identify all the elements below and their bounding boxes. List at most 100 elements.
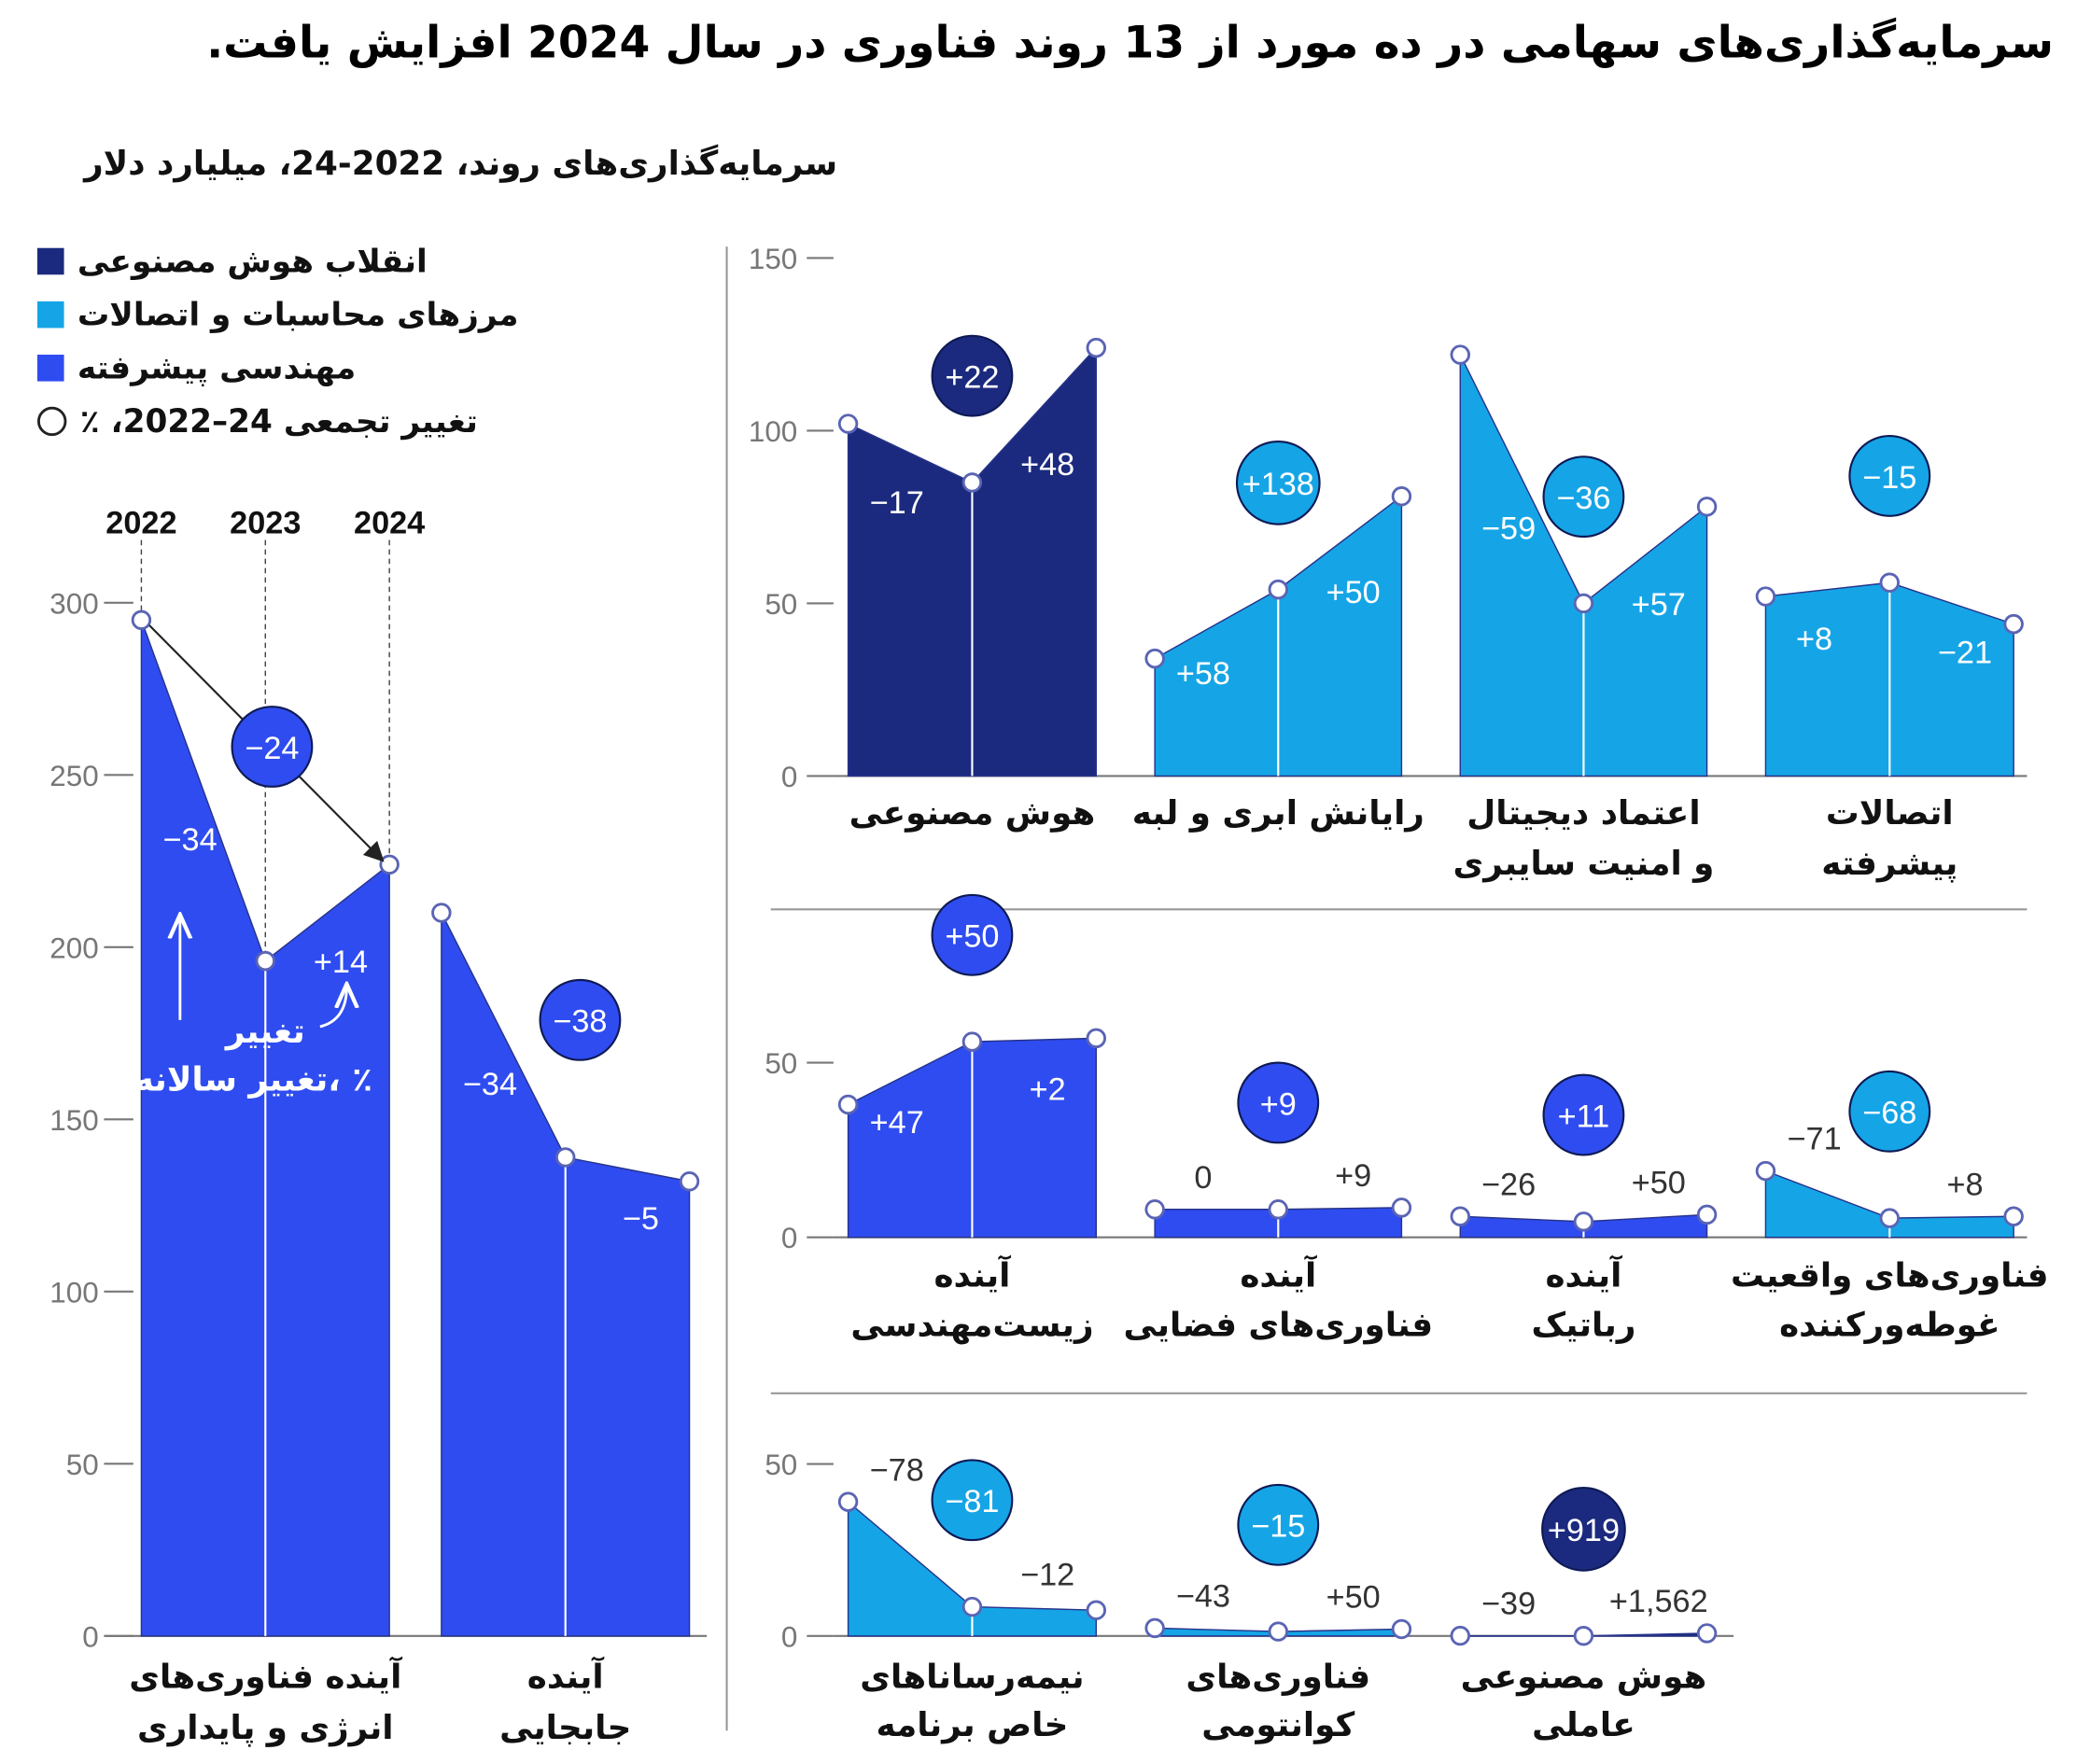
annual-change-label: +8 — [1796, 622, 1832, 657]
cumulative-change-label: −81 — [945, 1484, 999, 1519]
legend-label: مهندسی پیشرفته — [77, 349, 357, 387]
annual-change-label: −59 — [1481, 511, 1536, 547]
legend-item-cumulative: تغییر تجمعی 24–2022، ٪ — [36, 395, 518, 448]
legend-label: تغییر تجمعی 24–2022، ٪ — [79, 402, 478, 441]
category-label: انرژی و پایداری — [137, 1709, 394, 1747]
cumulative-change-label: +9 — [1260, 1086, 1297, 1122]
annual-change-label: −17 — [870, 485, 924, 521]
chart-subtitle: سرمایه‌گذاری‌های روند، 2022-24، میلیارد … — [84, 144, 838, 183]
legend-item-compute: مرزهای محاسبات و اتصالات — [36, 288, 519, 342]
cumulative-change-bubble — [931, 893, 1014, 976]
cumulative-change-bubble — [1237, 1061, 1320, 1144]
annual-change-label: −43 — [1176, 1579, 1230, 1615]
data-point — [1268, 579, 1288, 600]
category-label: آینده — [933, 1255, 1011, 1295]
annotation-label: تغییر — [224, 1013, 305, 1051]
cumulative-change-label: +919 — [1548, 1513, 1620, 1548]
data-point — [1268, 1621, 1288, 1642]
annual-change-label: −26 — [1481, 1167, 1536, 1202]
data-point — [1391, 1197, 1412, 1218]
cumulative-change-label: +50 — [945, 919, 999, 955]
data-point — [1391, 1618, 1412, 1640]
y-tick-label: 250 — [49, 760, 98, 792]
category-label: پیشرفته — [1821, 845, 1958, 883]
data-point — [1755, 586, 1776, 607]
cumulative-change-label: −36 — [1556, 481, 1610, 516]
data-point — [1755, 1160, 1776, 1182]
data-point — [1144, 1617, 1165, 1639]
annual-change-label: −71 — [1788, 1122, 1842, 1157]
category-label: آینده — [527, 1657, 605, 1697]
annual-change-label: +1,562 — [1609, 1584, 1708, 1619]
category-label: فناوری‌های واقعیت — [1731, 1257, 2048, 1295]
legend-swatch — [36, 354, 64, 382]
annual-change-label: −78 — [870, 1452, 924, 1488]
annual-change-label: +47 — [870, 1105, 924, 1141]
category-label: و امنیت سایبری — [1453, 845, 1715, 883]
page-title: سرمایه‌گذاری‌های سهامی در ده مورد از 13 … — [206, 16, 2054, 68]
category-label: فناوری‌های — [1186, 1659, 1370, 1697]
y-tick-label: 0 — [781, 1620, 797, 1653]
legend-item-engineering: مهندسی پیشرفته — [36, 342, 518, 395]
category-label: فناوری‌های فضایی — [1123, 1306, 1433, 1344]
cumulative-change-bubble — [1542, 455, 1625, 539]
data-point — [1696, 497, 1718, 517]
data-point — [1879, 1208, 1900, 1228]
annual-change-label: +50 — [1632, 1166, 1686, 1201]
data-point — [1086, 337, 1106, 358]
y-tick-label: 0 — [82, 1620, 98, 1653]
cumulative-change-label: +138 — [1242, 467, 1314, 502]
data-point — [679, 1171, 700, 1192]
annual-change-label: 0 — [1194, 1160, 1212, 1196]
circle-icon — [36, 406, 67, 437]
annual-change-label: −5 — [623, 1201, 659, 1237]
data-point — [2003, 1206, 2024, 1226]
annual-change-label: −12 — [1020, 1558, 1074, 1593]
cumulative-change-label: +11 — [1558, 1099, 1610, 1134]
annual-change-label: +48 — [1020, 447, 1074, 483]
legend-label: مرزهای محاسبات و اتصالات — [77, 296, 519, 334]
category-label: جابجایی — [499, 1709, 631, 1747]
data-point — [1573, 1625, 1594, 1646]
category-label: هوش مصنوعی — [849, 794, 1096, 833]
data-point — [1086, 1028, 1106, 1049]
data-point — [1696, 1204, 1718, 1225]
cumulative-change-label: −68 — [1862, 1096, 1916, 1131]
data-point — [255, 950, 275, 972]
data-point — [837, 1491, 859, 1512]
data-point — [1144, 1199, 1165, 1220]
arrow-up-icon — [319, 987, 347, 1029]
cumulative-change-bubble — [1237, 1483, 1320, 1566]
cumulative-change-bubble — [1848, 1070, 1931, 1153]
annual-change-label: +50 — [1326, 575, 1381, 610]
annual-change-label: −34 — [463, 1067, 517, 1102]
data-point — [1450, 1625, 1470, 1646]
cumulative-change-bubble — [1542, 1073, 1625, 1156]
category-label: عاملی — [1532, 1706, 1635, 1744]
data-point — [1450, 1206, 1470, 1226]
data-point — [961, 472, 983, 493]
data-point — [1268, 1199, 1288, 1220]
category-label: نیمه‌رساناهای — [860, 1659, 1084, 1697]
legend: انقلاب هوش مصنوعی مرزهای محاسبات و اتصال… — [36, 234, 519, 448]
data-point — [2003, 613, 2024, 635]
trend-area — [847, 1500, 1097, 1637]
cumulative-change-label: −15 — [1862, 460, 1916, 496]
annual-change-label: +57 — [1632, 587, 1686, 623]
category-label: غوطه‌ورکننده — [1779, 1306, 2000, 1344]
data-point — [1391, 486, 1412, 507]
category-label: آینده فناوری‌های — [129, 1657, 402, 1697]
category-label: کوانتومی — [1201, 1706, 1354, 1744]
category-label: زیست‌مهندسی — [850, 1306, 1093, 1344]
category-label: هوش مصنوعی — [1461, 1659, 1707, 1697]
annual-change-label: +2 — [1030, 1072, 1066, 1108]
data-point — [1086, 1600, 1106, 1620]
cumulative-change-label: −38 — [553, 1004, 607, 1040]
y-tick-label: 50 — [66, 1449, 99, 1481]
data-point — [837, 1094, 859, 1115]
y-tick-label: 50 — [765, 1449, 797, 1481]
category-label: آینده — [1240, 1255, 1317, 1295]
data-point — [554, 1147, 576, 1168]
